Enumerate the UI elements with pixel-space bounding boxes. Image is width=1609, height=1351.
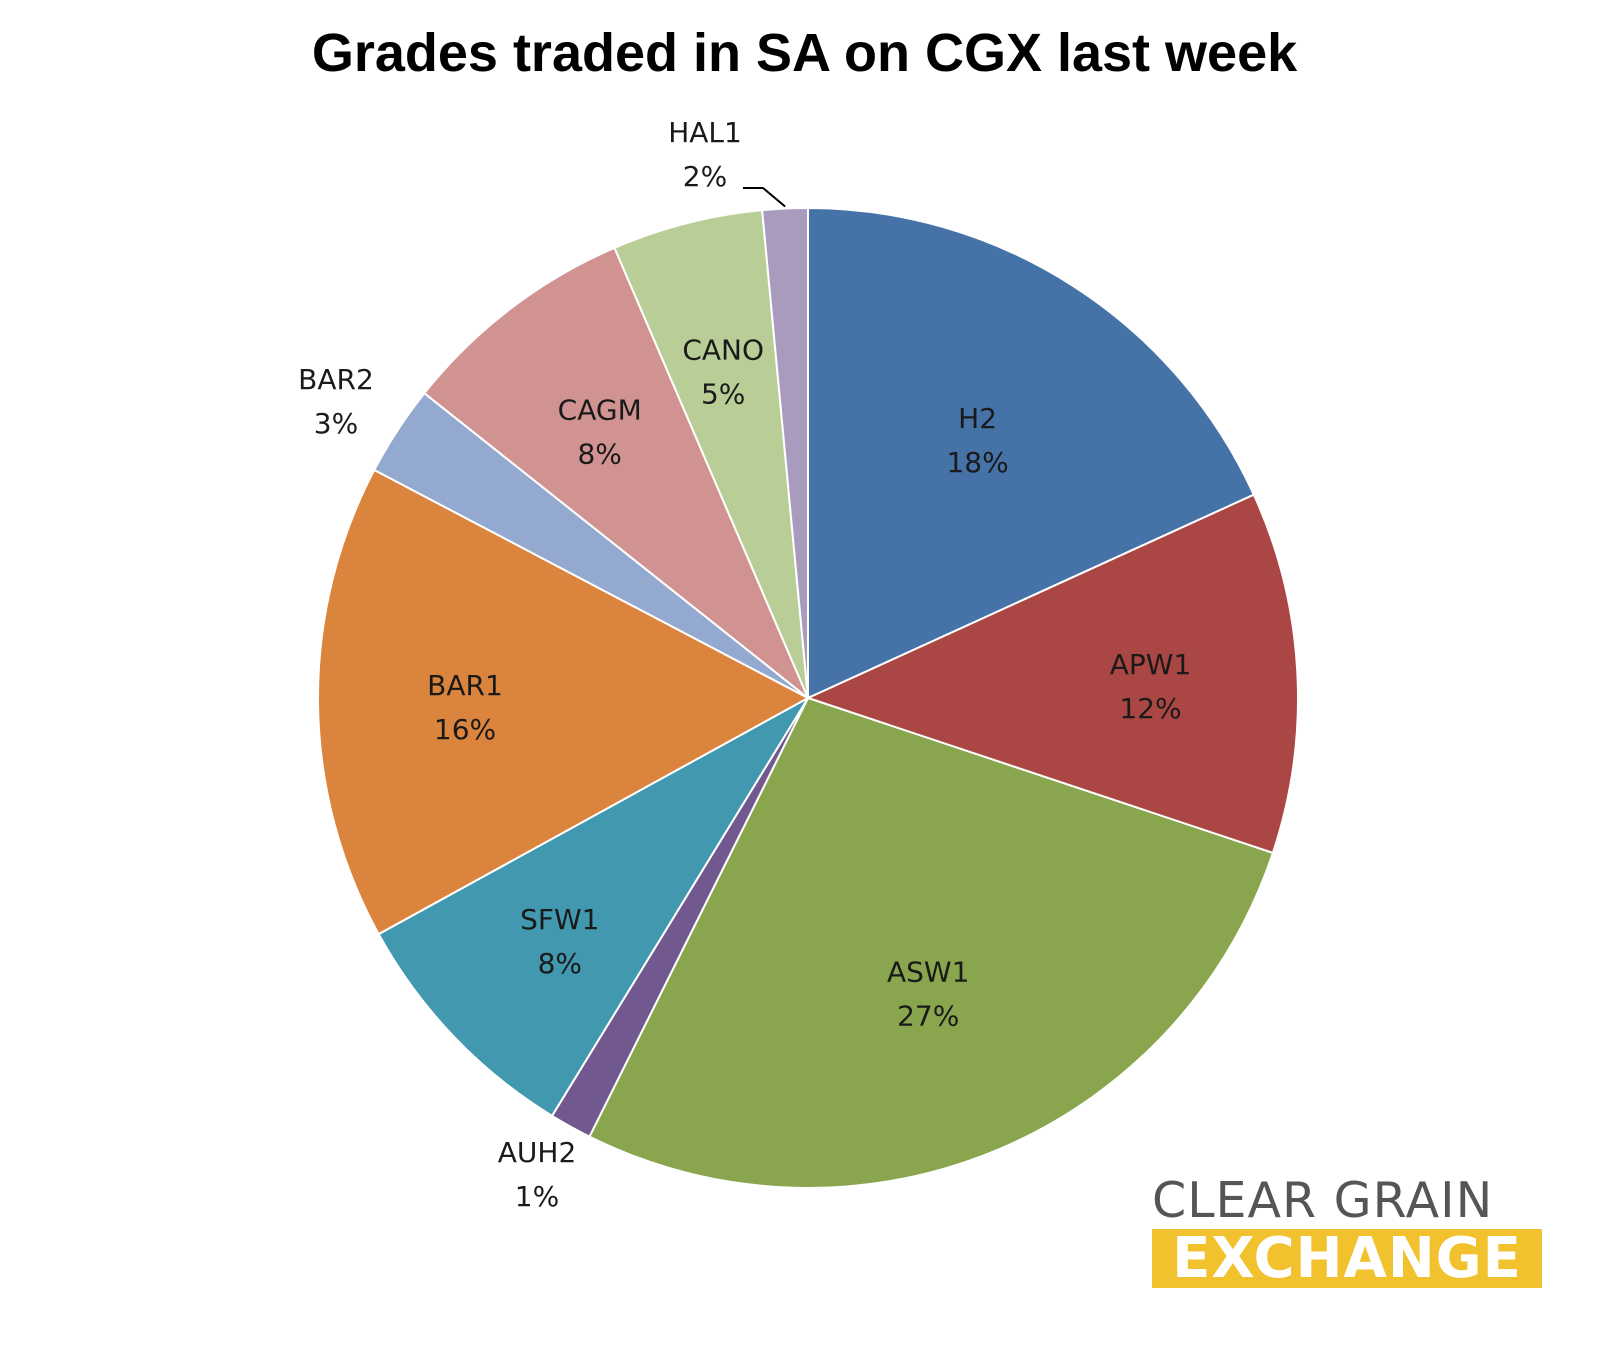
- slice-name-bar1: BAR1: [427, 669, 503, 702]
- slice-name-cagm: CAGM: [558, 394, 642, 427]
- pie-slice-bar1: [317, 468, 811, 936]
- slice-percent-apw1: 12%: [1119, 692, 1181, 725]
- pie-slice-cagm: [422, 246, 809, 699]
- leader-line-hal1: [743, 187, 786, 208]
- slice-name-h2: H2: [958, 402, 997, 435]
- slice-percent-hal1: 2%: [683, 160, 727, 193]
- logo-text-line1: CLEAR GRAIN: [1152, 1172, 1494, 1229]
- pie-slice-apw1: [805, 493, 1299, 855]
- pie-slice-hal1: [761, 206, 809, 699]
- slice-name-cano: CANO: [682, 334, 764, 367]
- slice-percent-asw1: 27%: [897, 1000, 959, 1033]
- slice-name-hal1: HAL1: [668, 116, 742, 149]
- slice-name-sfw1: SFW1: [520, 903, 599, 936]
- slice-percent-bar2: 3%: [314, 407, 358, 440]
- slice-percent-h2: 18%: [946, 446, 1008, 479]
- slice-name-auh2: AUH2: [498, 1136, 577, 1169]
- clear-grain-exchange-logo: CLEAR GRAIN EXCHANGE: [1152, 1175, 1542, 1288]
- slice-name-apw1: APW1: [1110, 648, 1192, 681]
- pie-slice-sfw1: [377, 695, 811, 1118]
- slice-name-asw1: ASW1: [887, 956, 969, 989]
- pie-slice-cano: [613, 209, 809, 699]
- logo-text-line2: EXCHANGE: [1152, 1229, 1542, 1288]
- leader-lines: [743, 187, 786, 208]
- pie-slice-asw1: [588, 696, 1275, 1189]
- slice-name-bar2: BAR2: [298, 363, 374, 396]
- slice-percent-sfw1: 8%: [538, 947, 582, 980]
- slice-percent-auh2: 1%: [515, 1180, 559, 1213]
- slice-percent-cagm: 8%: [577, 438, 621, 471]
- pie-slice-h2: [807, 206, 1256, 700]
- slice-labels: H2 18% APW1 12% ASW1 27% AUH2 1% SFW1 8% BAR1 16% BA…: [298, 116, 1191, 1213]
- chart-title: Grades traded in SA on CGX last week: [311, 23, 1298, 83]
- slice-percent-bar1: 16%: [434, 713, 496, 746]
- slice-percent-cano: 5%: [701, 378, 745, 411]
- pie-slices: [317, 206, 1299, 1189]
